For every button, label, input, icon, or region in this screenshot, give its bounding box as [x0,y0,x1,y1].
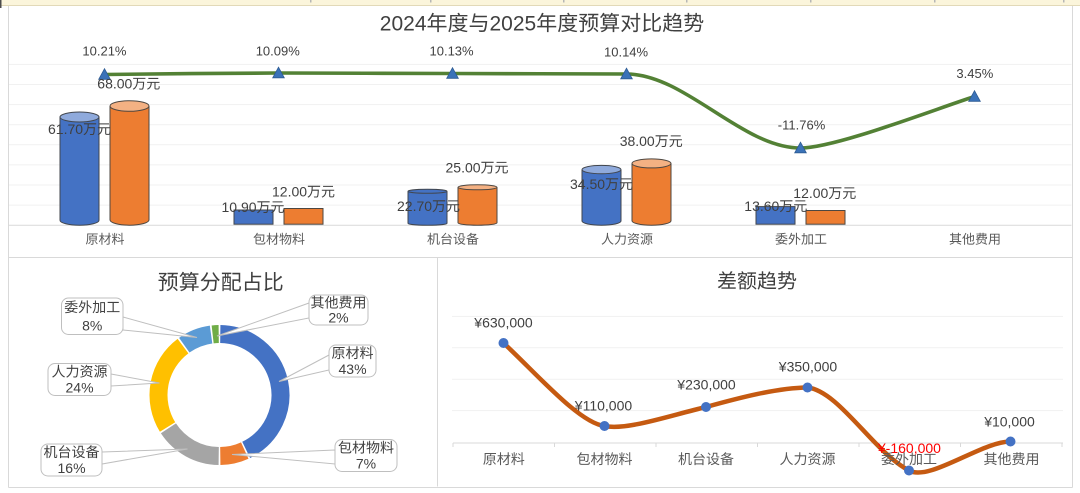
svg-text:2%: 2% [328,310,348,326]
svg-text:10.09%: 10.09% [256,44,301,59]
svg-text:38.00: 38.00 [620,133,655,149]
svg-text:61.70: 61.70 [48,121,83,137]
svg-text:12.00: 12.00 [272,184,307,200]
svg-text:12.00: 12.00 [793,185,828,201]
svg-text:¥110,000: ¥110,000 [574,398,633,414]
svg-text:43%: 43% [339,361,367,377]
svg-text:¥350,000: ¥350,000 [778,359,838,375]
svg-text:10.13%: 10.13% [430,44,475,59]
svg-text:8%: 8% [82,317,102,333]
svg-text:-11.76%: -11.76% [778,118,826,133]
svg-text:25.00: 25.00 [446,160,481,176]
svg-text:¥10,000: ¥10,000 [983,414,1035,430]
svg-text:10.14%: 10.14% [604,45,649,60]
svg-text:3.45%: 3.45% [956,66,993,81]
svg-text:22.70: 22.70 [397,198,432,214]
svg-text:10.21%: 10.21% [82,44,127,59]
svg-text:16%: 16% [58,460,86,476]
svg-text:68.00: 68.00 [97,76,132,92]
svg-text:¥-160,000: ¥-160,000 [877,440,941,456]
svg-text:13.60: 13.60 [744,198,779,214]
svg-text:24%: 24% [66,380,94,396]
svg-text:7%: 7% [356,456,376,472]
svg-text:10.90: 10.90 [222,199,257,215]
svg-text:34.50: 34.50 [570,176,605,192]
svg-text:2024: 2024 [380,13,427,36]
svg-text:¥230,000: ¥230,000 [676,377,736,393]
svg-text:2025: 2025 [490,13,537,36]
svg-text:¥630,000: ¥630,000 [473,315,533,331]
